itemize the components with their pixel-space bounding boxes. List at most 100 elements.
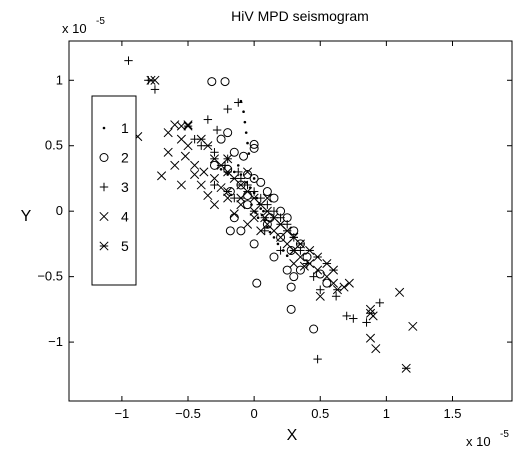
point-series-5 xyxy=(305,245,315,256)
point-series-5 xyxy=(249,206,259,216)
plot-area xyxy=(68,40,513,402)
point-series-3 xyxy=(313,354,322,364)
point-series-5 xyxy=(183,121,193,131)
point-series-1 xyxy=(285,254,289,257)
legend-label: 2 xyxy=(121,150,129,166)
point-series-2 xyxy=(269,193,279,203)
chart-title: HiV MPD seismogram xyxy=(231,8,369,24)
point-series-2 xyxy=(282,265,292,275)
point-series-4 xyxy=(199,167,209,177)
point-series-2 xyxy=(322,278,332,288)
x-tick-label: 1.5 xyxy=(443,406,461,421)
point-series-3 xyxy=(349,314,358,323)
legend-label: 5 xyxy=(121,238,129,254)
point-series-3 xyxy=(260,226,269,236)
point-series-1 xyxy=(244,131,248,134)
point-series-3 xyxy=(203,115,213,124)
point-series-1 xyxy=(259,207,263,210)
point-series-3 xyxy=(342,311,351,321)
point-series-2 xyxy=(295,265,305,275)
point-series-1 xyxy=(276,242,280,246)
legend-marker-1 xyxy=(102,126,106,130)
point-series-2 xyxy=(256,177,266,187)
x-tick-label: 0 xyxy=(251,406,258,421)
point-series-4 xyxy=(170,160,180,170)
x-tick-label: 0.5 xyxy=(311,406,329,421)
point-series-2 xyxy=(262,187,272,197)
point-series-4 xyxy=(203,190,213,201)
point-series-5 xyxy=(203,141,213,151)
x-multiplier-label: x 10 xyxy=(466,434,491,449)
point-series-4 xyxy=(209,173,220,184)
data-points xyxy=(119,56,418,373)
point-series-4 xyxy=(196,180,206,190)
point-series-1 xyxy=(266,225,269,229)
point-series-2 xyxy=(223,128,233,138)
point-series-2 xyxy=(289,272,299,282)
point-series-4 xyxy=(365,304,376,314)
legend-label: 1 xyxy=(121,120,129,136)
point-series-4 xyxy=(289,258,299,269)
y-tick-label: −0.5 xyxy=(37,269,63,284)
point-series-5 xyxy=(289,245,299,256)
point-series-1 xyxy=(236,164,240,167)
point-series-1 xyxy=(239,99,243,103)
legend-label: 3 xyxy=(121,179,129,195)
legend: 1 2 3 4 5 xyxy=(91,95,137,286)
point-series-1 xyxy=(246,141,249,145)
point-series-4 xyxy=(223,193,233,203)
point-series-2 xyxy=(229,147,239,157)
point-series-4 xyxy=(163,147,173,157)
x-axis-label: X xyxy=(287,427,298,444)
legend-items: 1 2 3 4 5 xyxy=(99,120,129,254)
point-series-4 xyxy=(236,200,246,210)
point-series-4 xyxy=(328,278,339,288)
legend-box xyxy=(91,95,137,286)
point-series-1 xyxy=(268,230,272,234)
x-tick-label: −0.5 xyxy=(175,406,201,421)
legend-marker-4 xyxy=(99,211,109,222)
y-multiplier: x 10 -5 xyxy=(62,16,105,36)
y-multiplier-exponent: -5 xyxy=(96,16,105,27)
y-tick-label: 0.5 xyxy=(45,138,63,153)
point-series-2 xyxy=(249,139,259,149)
point-series-4 xyxy=(313,265,323,275)
point-series-1 xyxy=(226,173,229,176)
point-series-4 xyxy=(183,141,193,151)
point-series-2 xyxy=(276,232,286,242)
point-series-1 xyxy=(252,177,256,180)
point-series-3 xyxy=(234,98,243,107)
point-series-4 xyxy=(371,344,381,354)
point-series-1 xyxy=(247,152,251,155)
point-series-2 xyxy=(252,278,262,288)
point-series-3 xyxy=(210,180,219,190)
point-series-4 xyxy=(163,128,173,138)
point-series-3 xyxy=(212,125,222,135)
point-series-4 xyxy=(209,200,220,210)
point-series-5 xyxy=(365,308,376,318)
point-series-5 xyxy=(332,285,342,295)
point-series-2 xyxy=(225,226,235,236)
point-series-2 xyxy=(243,200,253,210)
point-series-4 xyxy=(299,261,309,271)
point-series-3 xyxy=(150,85,160,94)
point-series-4 xyxy=(242,167,253,177)
point-series-2 xyxy=(286,304,296,314)
legend-label: 4 xyxy=(121,209,129,225)
point-series-4 xyxy=(344,278,354,288)
point-series-3 xyxy=(124,56,133,65)
x-tick-label: −1 xyxy=(114,406,129,421)
legend-marker-2 xyxy=(99,153,109,162)
point-series-2 xyxy=(249,173,259,183)
point-series-4 xyxy=(180,151,190,161)
y-axis-label: Y xyxy=(21,208,32,225)
point-series-3 xyxy=(210,148,219,157)
point-series-4 xyxy=(408,321,418,331)
point-series-4 xyxy=(305,258,315,269)
point-series-2 xyxy=(286,282,296,292)
point-series-4 xyxy=(183,120,193,130)
point-series-4 xyxy=(190,160,200,170)
point-series-1 xyxy=(243,120,247,124)
point-series-4 xyxy=(315,291,325,301)
